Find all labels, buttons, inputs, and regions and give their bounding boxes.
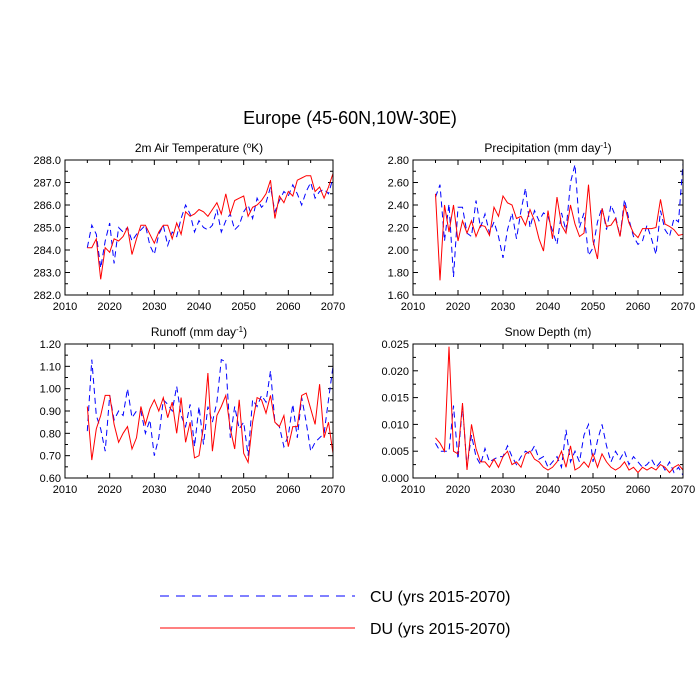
- main-title: Europe (45-60N,10W-30E): [243, 108, 457, 128]
- air-temperature-plot-frame: [64, 159, 334, 296]
- snow-depth-xtick-label: 2040: [536, 484, 560, 496]
- runoff-title-sup: -1: [236, 325, 244, 334]
- air-temperature-title-sup: o: [247, 141, 252, 150]
- panel-runoff: Runoff (mm day-1) 2010 2020 2030 2040 2050 206…: [40, 325, 346, 496]
- snow-depth-title-text: Snow Depth (m): [505, 325, 592, 339]
- snow-depth-ytick-label: 0.010: [381, 419, 409, 431]
- snow-depth-ytick-label: 0.020: [381, 366, 409, 378]
- air-temperature-series-du: [87, 173, 334, 280]
- air-temperature-xtick-label: 2040: [187, 301, 211, 313]
- air-temperature-xtick-label: 2020: [97, 301, 121, 313]
- air-temperature-xtick-label: 2010: [53, 301, 77, 313]
- snow-depth-ytick-label: 0.000: [381, 473, 409, 485]
- precipitation-xtick-label: 2050: [581, 301, 605, 313]
- panel-snow-depth: Snow Depth (m) 2010 2020 2030 2040 2050 2060 20…: [381, 325, 695, 496]
- panel-air-temperature: 2m Air Temperature (oK) 2010 2020 2030 2040 2…: [33, 141, 345, 313]
- runoff-plot-frame: [64, 343, 334, 479]
- air-temperature-xtick-label: 2050: [231, 301, 255, 313]
- snow-depth-xtick-label: 2010: [401, 484, 425, 496]
- runoff-title: Runoff (mm day-1): [151, 325, 247, 339]
- runoff-ytick-label: 0.60: [40, 473, 61, 485]
- runoff-xtick-label: 2010: [53, 484, 77, 496]
- air-temperature-xtick-label: 2070: [321, 301, 345, 313]
- precipitation-ytick-label: 2.60: [388, 178, 409, 190]
- precipitation-title-text: Precipitation (mm day: [484, 141, 600, 155]
- snow-depth-ytick-label: 0.005: [381, 446, 409, 458]
- precipitation-xtick-label: 2020: [446, 301, 470, 313]
- precipitation-title-rest: ): [608, 141, 612, 155]
- snow-depth-ytick-label: 0.015: [381, 393, 409, 405]
- precipitation-ytick-label: 2.40: [388, 200, 409, 212]
- air-temperature-xtick-label: 2060: [276, 301, 300, 313]
- snow-depth-xtick-label: 2070: [671, 484, 695, 496]
- snow-depth-xtick-label: 2020: [446, 484, 470, 496]
- air-temperature-ytick-label: 282.0: [33, 290, 61, 302]
- snow-depth-xtick-label: 2030: [491, 484, 515, 496]
- air-temperature-ytick-label: 288.0: [33, 155, 61, 167]
- runoff-title-text: Runoff (mm day: [151, 325, 236, 339]
- precipitation-ytick-label: 1.60: [388, 290, 409, 302]
- snow-depth-plot-frame: [412, 343, 684, 479]
- runoff-xtick-label: 2070: [321, 484, 345, 496]
- legend-label-cu: CU (yrs 2015-2070): [370, 589, 511, 606]
- air-temperature-title: 2m Air Temperature (oK): [135, 141, 263, 155]
- precipitation-title: Precipitation (mm day-1): [484, 141, 611, 155]
- precipitation-xtick-label: 2040: [536, 301, 560, 313]
- air-temperature-ytick-label: 287.0: [33, 178, 61, 190]
- runoff-ytick-label: 1.20: [40, 339, 61, 351]
- snow-depth-ytick-label: 0.025: [381, 339, 409, 351]
- snow-depth-xtick-label: 2050: [581, 484, 605, 496]
- runoff-title-rest: ): [243, 325, 247, 339]
- runoff-ytick-label: 0.90: [40, 406, 61, 418]
- legend-label-du: DU (yrs 2015-2070): [370, 621, 511, 638]
- air-temperature-series-cu: [86, 177, 334, 269]
- precipitation-xtick-label: 2070: [671, 301, 695, 313]
- legend: CU (yrs 2015-2070) DU (yrs 2015-2070): [160, 589, 511, 638]
- runoff-series-du: [86, 372, 334, 465]
- precipitation-ytick-label: 2.80: [388, 155, 409, 167]
- panel-precipitation: Precipitation (mm day-1) 2010 2020 2030 2040…: [388, 141, 696, 313]
- air-temperature-ytick-label: 285.0: [33, 223, 61, 235]
- runoff-ytick-label: 0.70: [40, 451, 61, 463]
- air-temperature-title-text: 2m Air Temperature (: [135, 141, 247, 155]
- precipitation-series-cu: [435, 163, 684, 278]
- runoff-xtick-label: 2040: [187, 484, 211, 496]
- snow-depth-series-du: [435, 346, 684, 474]
- snow-depth-xtick-label: 2060: [626, 484, 650, 496]
- precipitation-ytick-label: 2.20: [388, 223, 409, 235]
- runoff-xtick-label: 2060: [276, 484, 300, 496]
- precipitation-series-du: [435, 184, 684, 281]
- air-temperature-title-rest: K): [251, 141, 263, 155]
- snow-depth-title: Snow Depth (m): [505, 325, 592, 339]
- runoff-xtick-label: 2050: [231, 484, 255, 496]
- air-temperature-ytick-label: 283.0: [33, 268, 61, 280]
- precipitation-xtick-label: 2010: [401, 301, 425, 313]
- snow-depth-series-cu: [435, 405, 684, 476]
- precipitation-ytick-label: 1.80: [388, 268, 409, 280]
- precipitation-xtick-label: 2030: [491, 301, 515, 313]
- runoff-ytick-label: 0.80: [40, 428, 61, 440]
- runoff-xtick-label: 2030: [142, 484, 166, 496]
- air-temperature-xtick-label: 2030: [142, 301, 166, 313]
- precipitation-title-sup: -1: [600, 141, 608, 150]
- air-temperature-ytick-label: 284.0: [33, 245, 61, 257]
- runoff-ytick-label: 1.00: [40, 384, 61, 396]
- precipitation-xtick-label: 2060: [626, 301, 650, 313]
- precipitation-plot-frame: [412, 159, 684, 296]
- precipitation-ytick-label: 2.00: [388, 245, 409, 257]
- runoff-xtick-label: 2020: [97, 484, 121, 496]
- air-temperature-ytick-label: 286.0: [33, 200, 61, 212]
- runoff-ytick-label: 1.10: [40, 361, 61, 373]
